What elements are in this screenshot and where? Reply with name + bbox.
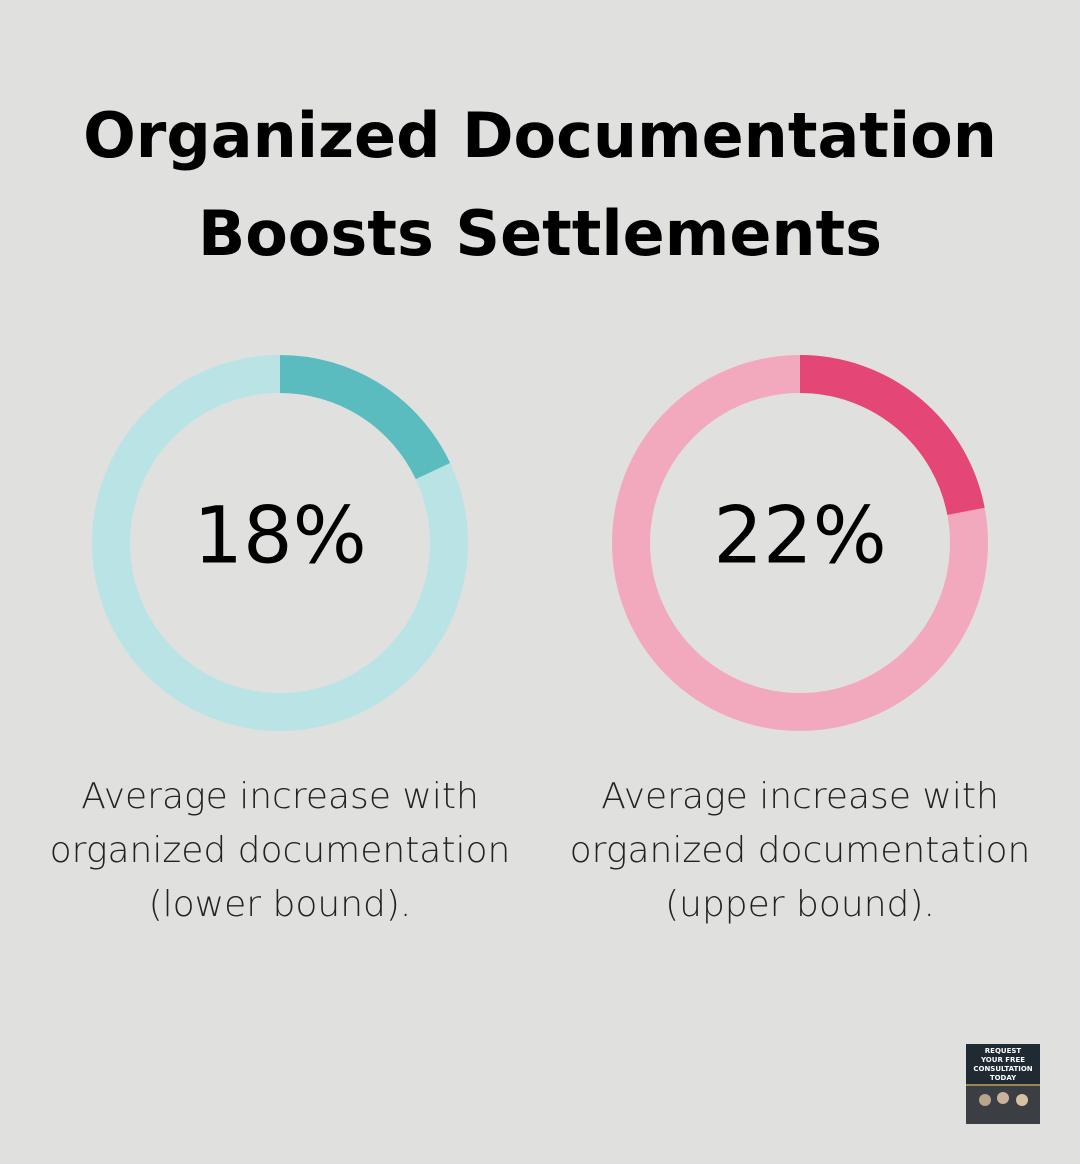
title-line: Organized Documentation <box>83 99 997 172</box>
caption-line: organized documentation <box>50 830 511 871</box>
title-line: Boosts Settlements <box>198 197 882 270</box>
value-label: 18% <box>193 491 366 581</box>
badge-text[interactable]: YOUR FREE <box>980 1056 1025 1064</box>
badge-person <box>1016 1094 1028 1106</box>
caption-line: (lower bound). <box>149 884 412 925</box>
value-label: 22% <box>713 491 886 581</box>
badge-text[interactable]: CONSULTATION <box>973 1065 1032 1073</box>
badge-person <box>979 1094 991 1106</box>
donut-arc <box>799 355 985 516</box>
caption-line: Average increase with <box>81 776 479 817</box>
badge-text[interactable]: TODAY <box>990 1074 1017 1082</box>
badge-photo <box>966 1086 1040 1124</box>
caption-line: (upper bound). <box>665 884 935 925</box>
badge-person <box>997 1092 1009 1104</box>
donut-arc <box>279 355 451 480</box>
caption-line: organized documentation <box>570 830 1031 871</box>
badge-text[interactable]: REQUEST <box>985 1047 1022 1055</box>
caption-line: Average increase with <box>601 776 999 817</box>
